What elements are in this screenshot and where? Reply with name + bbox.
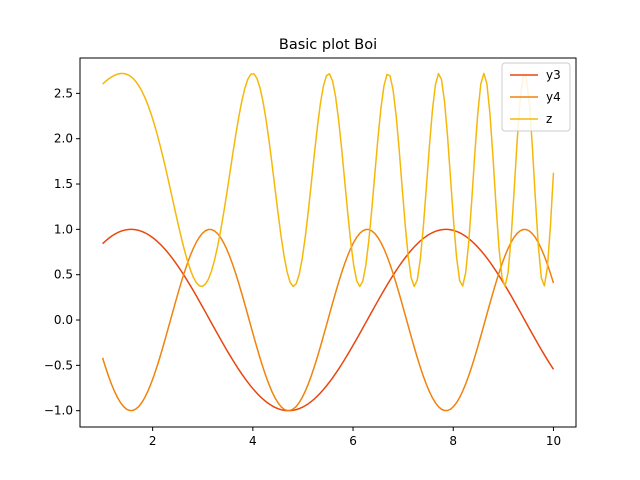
y-tick-label: 2.0	[54, 132, 73, 146]
series-line-y4	[101, 228, 555, 412]
y-tick-label: 1.5	[54, 177, 73, 191]
axes-frame	[79, 57, 577, 428]
y-tick-label: 0.0	[54, 313, 73, 327]
y-tick-label: 1.0	[54, 222, 73, 236]
legend-label-y4: y4	[546, 90, 561, 104]
series-line-z	[102, 72, 555, 288]
series-group	[101, 72, 555, 412]
legend-label-y3: y3	[546, 68, 561, 82]
x-tick-label: 4	[249, 434, 257, 448]
y-axis: −1.0 −0.5 0.0 0.5 1.0 1.5 2.0 2.5	[44, 86, 80, 418]
x-axis: 2 4 6 8 10	[149, 427, 561, 448]
x-tick-label: 8	[449, 434, 457, 448]
chart-title: Basic plot Boi	[279, 37, 377, 53]
y-tick-label: −1.0	[44, 404, 73, 418]
series-line-y3	[102, 228, 555, 412]
y-tick-label: −0.5	[44, 358, 73, 372]
legend: y3 y4 z	[501, 62, 571, 132]
x-tick-label: 2	[149, 434, 157, 448]
legend-label-z: z	[546, 112, 552, 126]
x-tick-label: 10	[546, 434, 561, 448]
y-tick-label: 2.5	[54, 86, 73, 100]
y-tick-label: 0.5	[54, 268, 73, 282]
x-tick-label: 6	[349, 434, 357, 448]
